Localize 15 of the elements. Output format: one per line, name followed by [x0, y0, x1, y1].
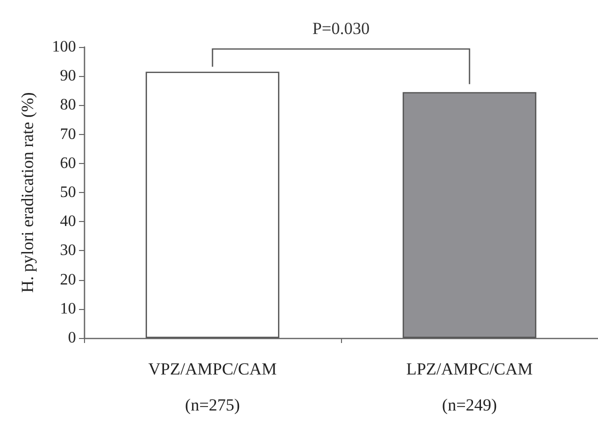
- y-tick-label: 50: [60, 184, 76, 201]
- text: P=0.030: [312, 19, 370, 39]
- x-tick-label: LPZ/AMPC/CAM (n=249): [406, 360, 533, 414]
- y-tick-label: 40: [60, 213, 76, 230]
- y-tick-label: 70: [60, 126, 76, 143]
- y-tick-label: 20: [60, 271, 76, 288]
- y-axis-title: H. pylori eradication rate (%): [18, 92, 37, 293]
- y-tick-label: 30: [60, 242, 76, 260]
- y-tick-label: 0: [68, 330, 76, 346]
- y-tick-label: 10: [60, 300, 76, 318]
- y-tick-label: 80: [60, 96, 76, 114]
- x-tick-label: VPZ/AMPC/CAM (n=275): [148, 360, 277, 414]
- y-tick-label: 100: [52, 38, 76, 56]
- y-tick-label: 90: [60, 68, 76, 85]
- y-tick-label: 60: [60, 154, 76, 172]
